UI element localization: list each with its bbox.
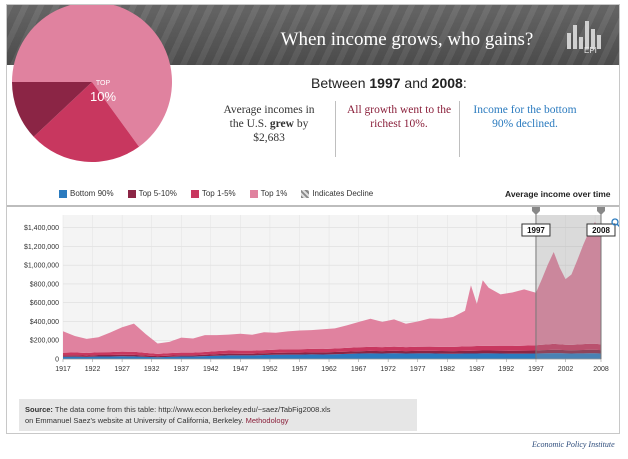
x-tick-label: 1922 [85,366,101,373]
subhead-year-end: 2008 [431,75,463,91]
pie-slice-2 [12,82,92,137]
x-tick-label: 1967 [351,366,367,373]
col1-line2a: the U.S. [229,118,270,130]
area-series-0 [63,353,601,359]
pie-slice-0 [12,5,172,147]
subhead-prefix: Between [311,75,370,91]
legend-item-top1-5[interactable]: Top 1-5% [190,189,236,198]
source-text-2: on Emmanuel Saez's website at University… [25,416,244,425]
x-tick-label: 1932 [144,366,160,373]
area-series-3 [63,221,601,354]
page-title: When income grows, who gains? [280,29,534,50]
pie-label-top: TOP [96,80,111,87]
col2-line2: richest 10%. [370,118,428,130]
column-divider [459,101,460,157]
y-tick-label: $1,200,000 [24,244,59,251]
pie-label-percent: 10% [90,89,116,104]
col1-line1: Average incomes in [223,104,315,116]
highlight-range [535,215,601,359]
source-line1: Source: The data come from this table: h… [25,404,411,415]
legend-item-decline: Indicates Decline [301,189,373,198]
subhead-suffix: : [462,75,467,91]
highlight-year-label: 2008 [592,226,610,235]
zoom-magnifier-icon [611,218,619,226]
x-tick-label: 1957 [292,366,308,373]
area-series-2 [63,343,601,357]
methodology-link[interactable]: Methodology [245,416,289,425]
logo-text: EPI [584,46,597,55]
legend-item-top5-10[interactable]: Top 5-10% [127,189,177,198]
section-divider [7,205,619,207]
y-tick-label: $600,000 [30,300,59,307]
highlight-handle-icon [597,207,605,215]
average-income-label: Average income over time [505,189,611,199]
x-tick-label: 1942 [203,366,219,373]
legend-label: Indicates Decline [312,189,374,198]
col3-line1: Income for the bottom [473,104,577,116]
highlight-year-label: 1997 [527,226,545,235]
x-tick-label: 1917 [55,366,71,373]
highlight-handle-icon [531,207,540,215]
x-tick-label: 1992 [499,366,515,373]
legend-item-bottom90[interactable]: Bottom 90% [59,189,114,198]
x-tick-label: 2002 [558,366,574,373]
area-series-1 [63,349,601,358]
x-tick-label: 1972 [380,366,396,373]
top10-pie-chart: TOP 10% [12,5,172,163]
footer-credit: Economic Policy Institute [532,440,615,449]
highlight-year-box [521,223,551,237]
legend-label: Top 5-10% [138,189,177,198]
source-line2: on Emmanuel Saez's website at University… [25,415,411,426]
source-note: Source: The data come from this table: h… [19,399,417,431]
col1-line2c: by [293,118,309,130]
x-tick-label: 2008 [593,366,609,373]
source-text[interactable]: The data come from this table: http://ww… [54,405,331,414]
x-tick-label: 1977 [410,366,426,373]
zoom-magnifier-handle [616,223,619,228]
average-income-statement: Average incomes in the U.S. grew by $2,6… [203,103,335,145]
x-tick-label: 1997 [528,366,544,373]
column-divider [335,101,336,157]
x-tick-label: 1962 [321,366,337,373]
y-tick-label: $1,400,000 [24,225,59,232]
richest-growth-statement: All growth went to the richest 10%. [337,103,461,131]
col1-line3: $2,683 [253,132,285,144]
legend-swatch [127,189,136,198]
decline-hatch-icon [301,189,310,198]
epi-logo-icon[interactable] [563,17,607,57]
legend-swatch [59,189,67,198]
y-tick-label: $200,000 [30,338,59,345]
x-tick-label: 1947 [233,366,249,373]
infographic-frame: TOP 10% When income grows, who gains? EP… [6,4,620,434]
col1-grew: grew [269,118,294,130]
legend-label: Bottom 90% [70,189,114,198]
x-tick-label: 1987 [469,366,485,373]
subhead-mid: and [400,75,432,91]
y-tick-label: 0 [55,357,59,364]
subhead-year-start: 1997 [369,75,401,91]
legend-swatch [249,189,258,198]
col2-line1: All growth went to the [346,104,452,116]
chart-legend: Bottom 90% Top 5-10% Top 1-5% Top 1% Ind… [59,189,373,198]
x-tick-label: 1937 [173,366,189,373]
legend-label: Top 1-5% [201,189,236,198]
y-tick-label: $400,000 [30,319,59,326]
legend-item-top1[interactable]: Top 1% [249,189,288,198]
col3-line2: 90% declined. [492,118,558,130]
x-tick-label: 1982 [439,366,455,373]
period-subhead: Between 1997 and 2008: [311,75,467,91]
col1-line2: the U.S. grew by [203,117,335,131]
x-tick-label: 1952 [262,366,278,373]
y-tick-label: $800,000 [30,281,59,288]
bottom-decline-statement: Income for the bottom 90% declined. [463,103,587,131]
source-label: Source: [25,405,53,414]
y-tick-label: $1,000,000 [24,263,59,270]
highlight-year-box [586,223,616,237]
x-tick-label: 1927 [114,366,130,373]
pie-slice-1 [33,82,140,163]
legend-label: Top 1% [260,189,288,198]
income-area-chart: 0 $200,000 $400,000 $600,000 $800,000 $1,000,… [24,207,619,373]
legend-swatch [190,189,199,198]
